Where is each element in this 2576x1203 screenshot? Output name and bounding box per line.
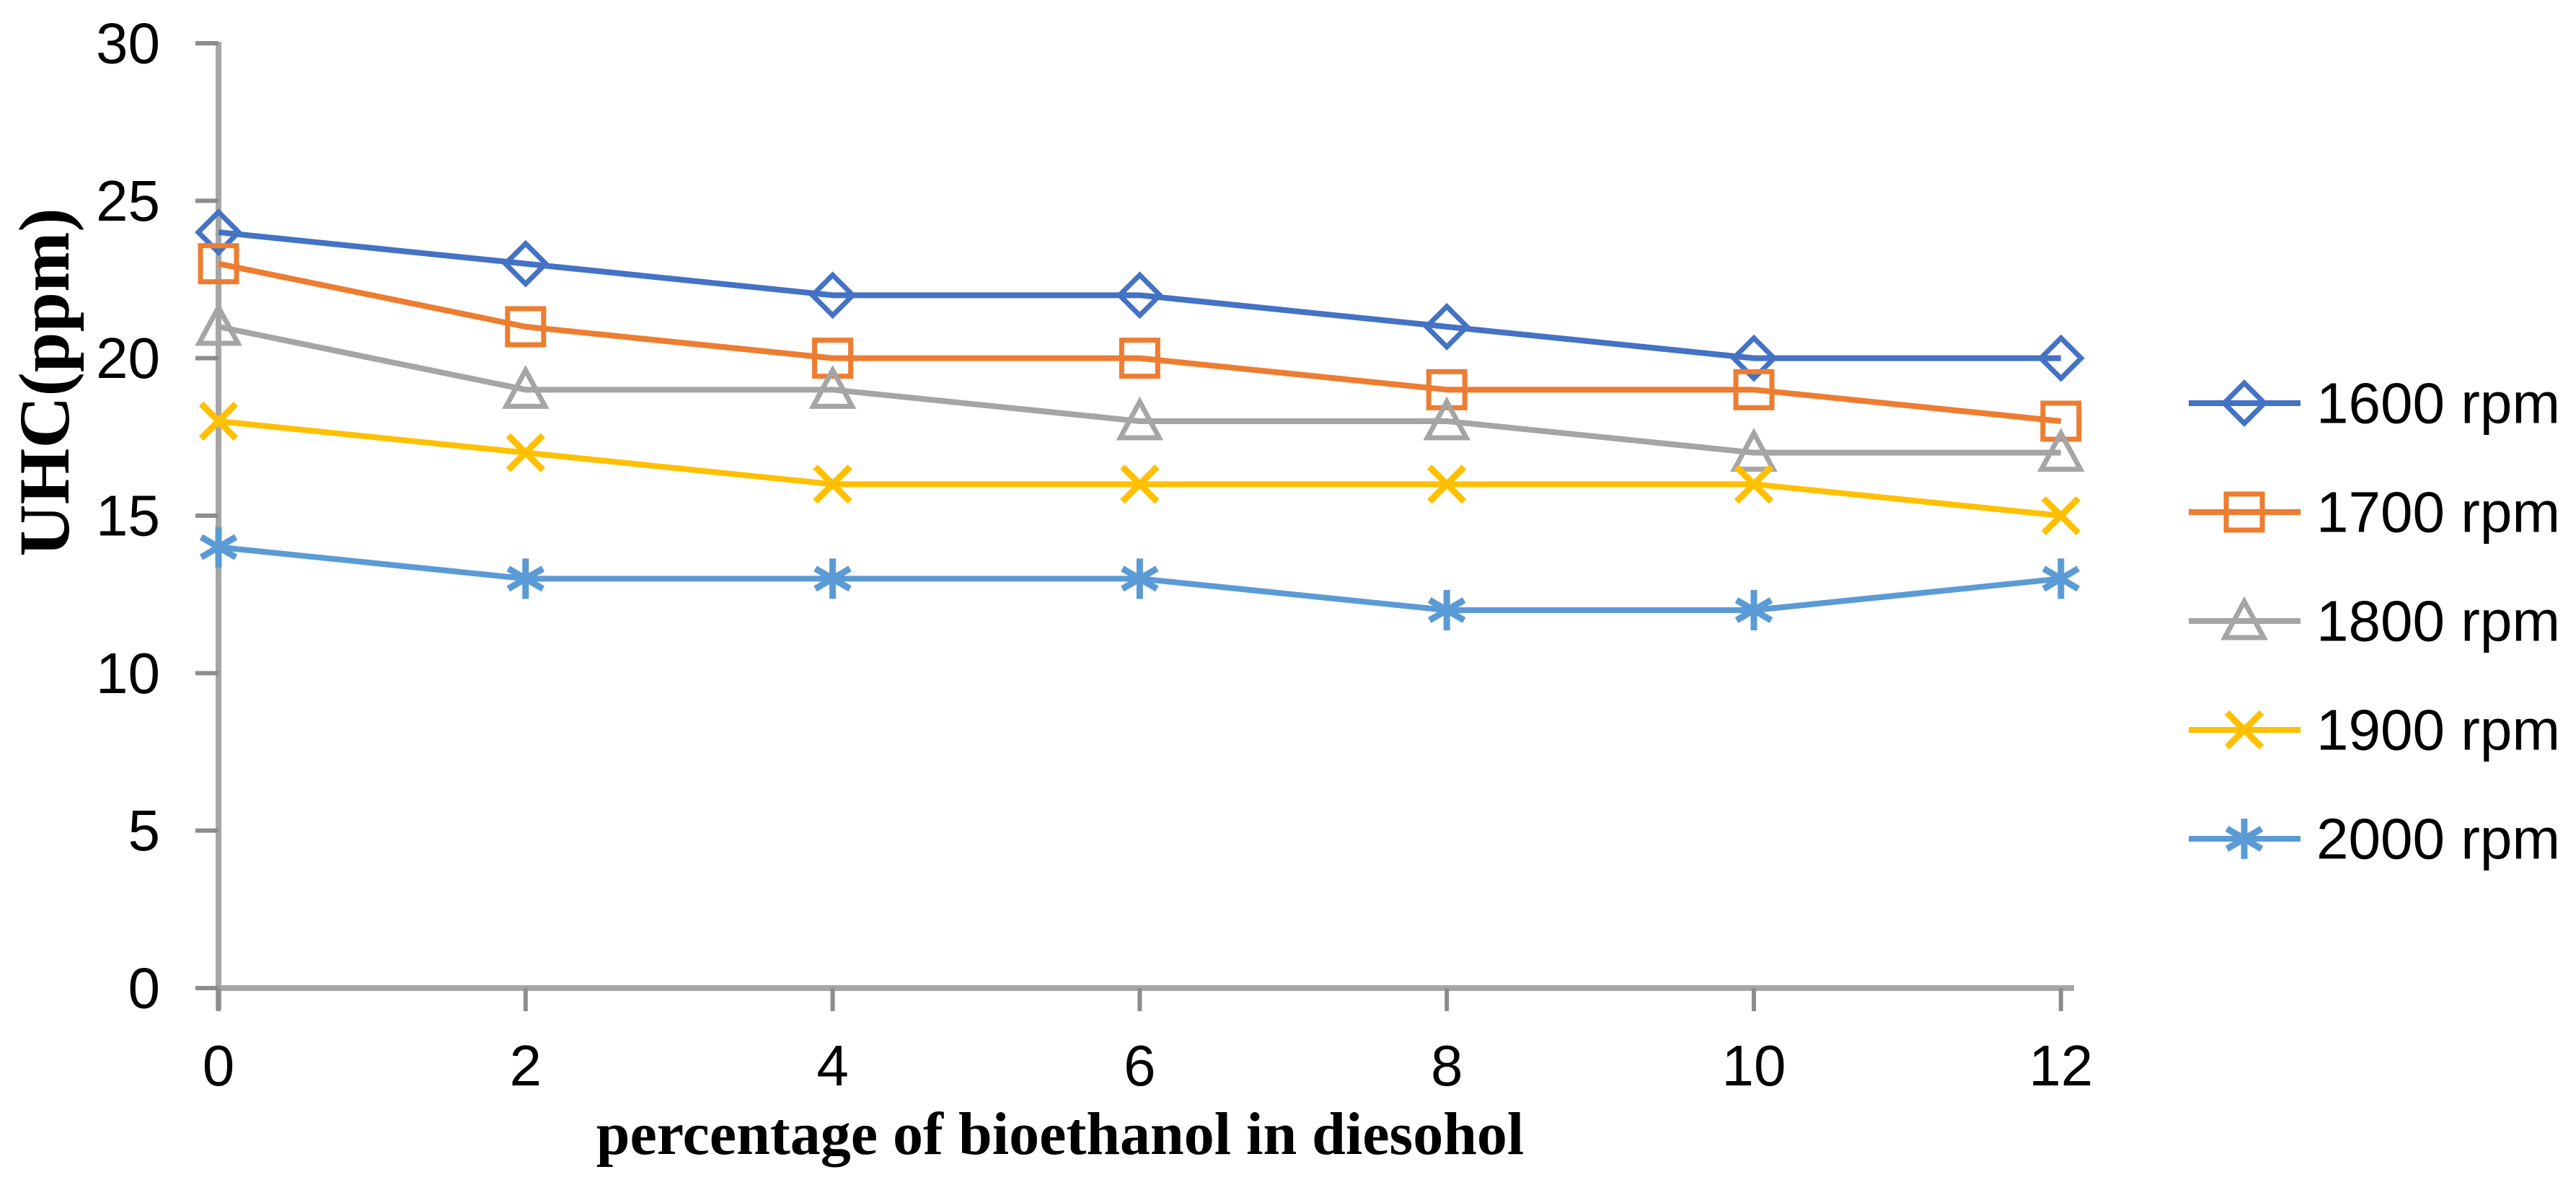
marker-square <box>2223 491 2265 533</box>
marker-square <box>1426 369 1468 410</box>
marker-asterisk <box>1121 565 1159 592</box>
marker-triangle <box>501 364 550 409</box>
marker-diamond <box>808 271 857 320</box>
marker-x <box>1734 464 1774 504</box>
legend-label-1900-rpm: 1900 rpm <box>2316 698 2560 762</box>
marker-asterisk <box>506 565 545 592</box>
series-2000-rpm <box>199 526 2081 630</box>
marker-diamond <box>1730 334 1778 382</box>
marker-asterisk <box>2042 565 2081 592</box>
y-tick-label: 25 <box>96 169 160 233</box>
x-tick-label: 4 <box>816 1034 849 1098</box>
marker-x <box>1120 464 1160 504</box>
marker-x <box>2041 495 2081 536</box>
series-1900-rpm <box>198 401 2081 536</box>
marker-x <box>1427 464 1467 504</box>
marker-diamond <box>1116 271 1164 320</box>
legend-item-1600-rpm: 1600 rpm <box>2189 371 2560 436</box>
marker-x <box>198 401 239 441</box>
marker-asterisk <box>1734 597 1773 623</box>
y-tick-label: 10 <box>96 641 160 705</box>
series-line-1600-rpm <box>218 229 2061 361</box>
marker-asterisk <box>1427 597 1466 623</box>
x-tick-label: 12 <box>2029 1034 2093 1098</box>
y-tick-label: 30 <box>96 11 160 75</box>
legend-item-2000-rpm: 2000 rpm <box>2189 807 2560 871</box>
series-line-1800-rpm <box>218 324 2061 456</box>
marker-triangle <box>2037 428 2085 472</box>
y-tick-label: 5 <box>128 798 161 863</box>
marker-x <box>813 464 852 504</box>
series-1800-rpm <box>195 301 2085 472</box>
legend-label-1600-rpm: 1600 rpm <box>2316 371 2560 436</box>
y-tick-label: 20 <box>96 326 160 390</box>
series-line-1700-rpm <box>218 260 2062 424</box>
marker-triangle <box>1423 396 1471 441</box>
marker-triangle <box>2220 596 2268 640</box>
marker-diamond <box>501 239 550 288</box>
marker-square <box>1119 338 1160 379</box>
marker-asterisk <box>199 534 238 560</box>
y-tick-label: 15 <box>96 483 160 547</box>
marker-square <box>505 306 547 348</box>
legend-label-2000-rpm: 2000 rpm <box>2316 807 2560 871</box>
x-tick-label: 6 <box>1124 1034 1156 1098</box>
marker-asterisk <box>813 565 852 592</box>
marker-square <box>1733 369 1775 410</box>
marker-x <box>506 433 545 472</box>
marker-square <box>2040 400 2082 442</box>
legend-label-1800-rpm: 1800 rpm <box>2316 589 2560 653</box>
marker-square <box>198 243 239 285</box>
marker-diamond <box>195 208 242 256</box>
legend-label-1700-rpm: 1700 rpm <box>2316 480 2560 545</box>
legend-item-1800-rpm: 1800 rpm <box>2189 589 2560 653</box>
x-tick-label: 2 <box>510 1034 542 1098</box>
marker-triangle <box>1730 428 1778 472</box>
x-axis-title: percentage of bioethanol in diesohol <box>596 1101 1525 1168</box>
legend: 1600 rpm 1700 rpm 1800 rpm 1900 rpm 2000 rpm <box>2189 371 2560 871</box>
series-1700-rpm <box>198 243 2082 442</box>
x-tick-label: 8 <box>1431 1034 1463 1098</box>
marker-x <box>2224 710 2264 750</box>
marker-diamond <box>1423 303 1471 351</box>
x-tick-label: 0 <box>203 1034 235 1098</box>
y-tick-label: 0 <box>128 956 161 1021</box>
marker-diamond <box>2037 334 2085 382</box>
axes: 0 5 10 15 20 25 30 0 2 4 6 8 10 12 <box>96 11 2093 1098</box>
marker-triangle <box>195 301 242 346</box>
legend-item-1900-rpm: 1900 rpm <box>2189 698 2560 762</box>
marker-square <box>812 338 854 379</box>
marker-triangle <box>1116 396 1164 441</box>
marker-triangle <box>808 364 857 409</box>
legend-item-1700-rpm: 1700 rpm <box>2189 480 2560 545</box>
x-tick-label: 10 <box>1722 1034 1786 1098</box>
series-1600-rpm <box>195 208 2085 382</box>
marker-diamond <box>2220 379 2268 427</box>
marker-asterisk <box>2225 826 2264 852</box>
y-axis-title: UHC(ppm) <box>4 208 84 556</box>
